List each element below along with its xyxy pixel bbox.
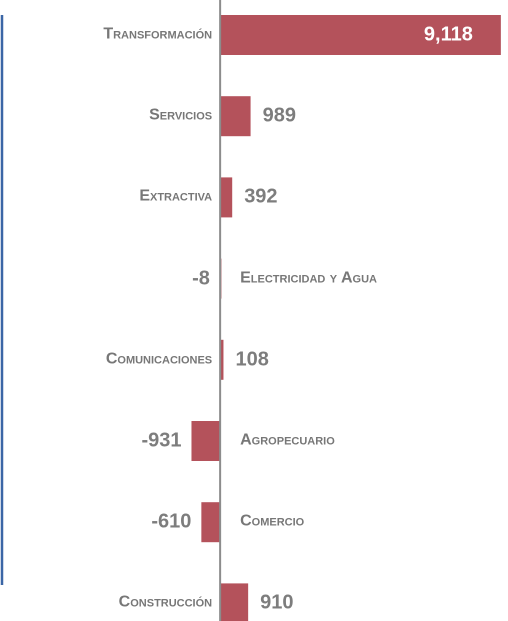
category-label: Construcción [118,593,213,611]
bar [220,96,251,137]
bar [220,339,224,380]
bar [191,421,221,461]
value-label: 9,118 [423,23,473,46]
category-label: Extractiva [139,187,213,205]
bar [201,502,221,543]
category-label: Comercio [240,512,305,530]
value-label: 910 [260,591,294,614]
bar [220,177,233,218]
bar [220,15,501,55]
category-label: Agropecuario [240,431,335,449]
category-label: Comunicaciones [105,350,213,368]
value-label: -610 [151,510,192,533]
category-label: Transformación [103,25,213,43]
value-label: 989 [262,104,296,127]
value-label: -931 [141,429,182,452]
category-label: Electricidad y Agua [240,269,377,287]
value-label: -8 [192,267,210,290]
category-label: Servicios [149,106,213,124]
value-label: 392 [244,185,278,208]
bar [220,583,249,621]
value-label: 108 [235,348,269,371]
